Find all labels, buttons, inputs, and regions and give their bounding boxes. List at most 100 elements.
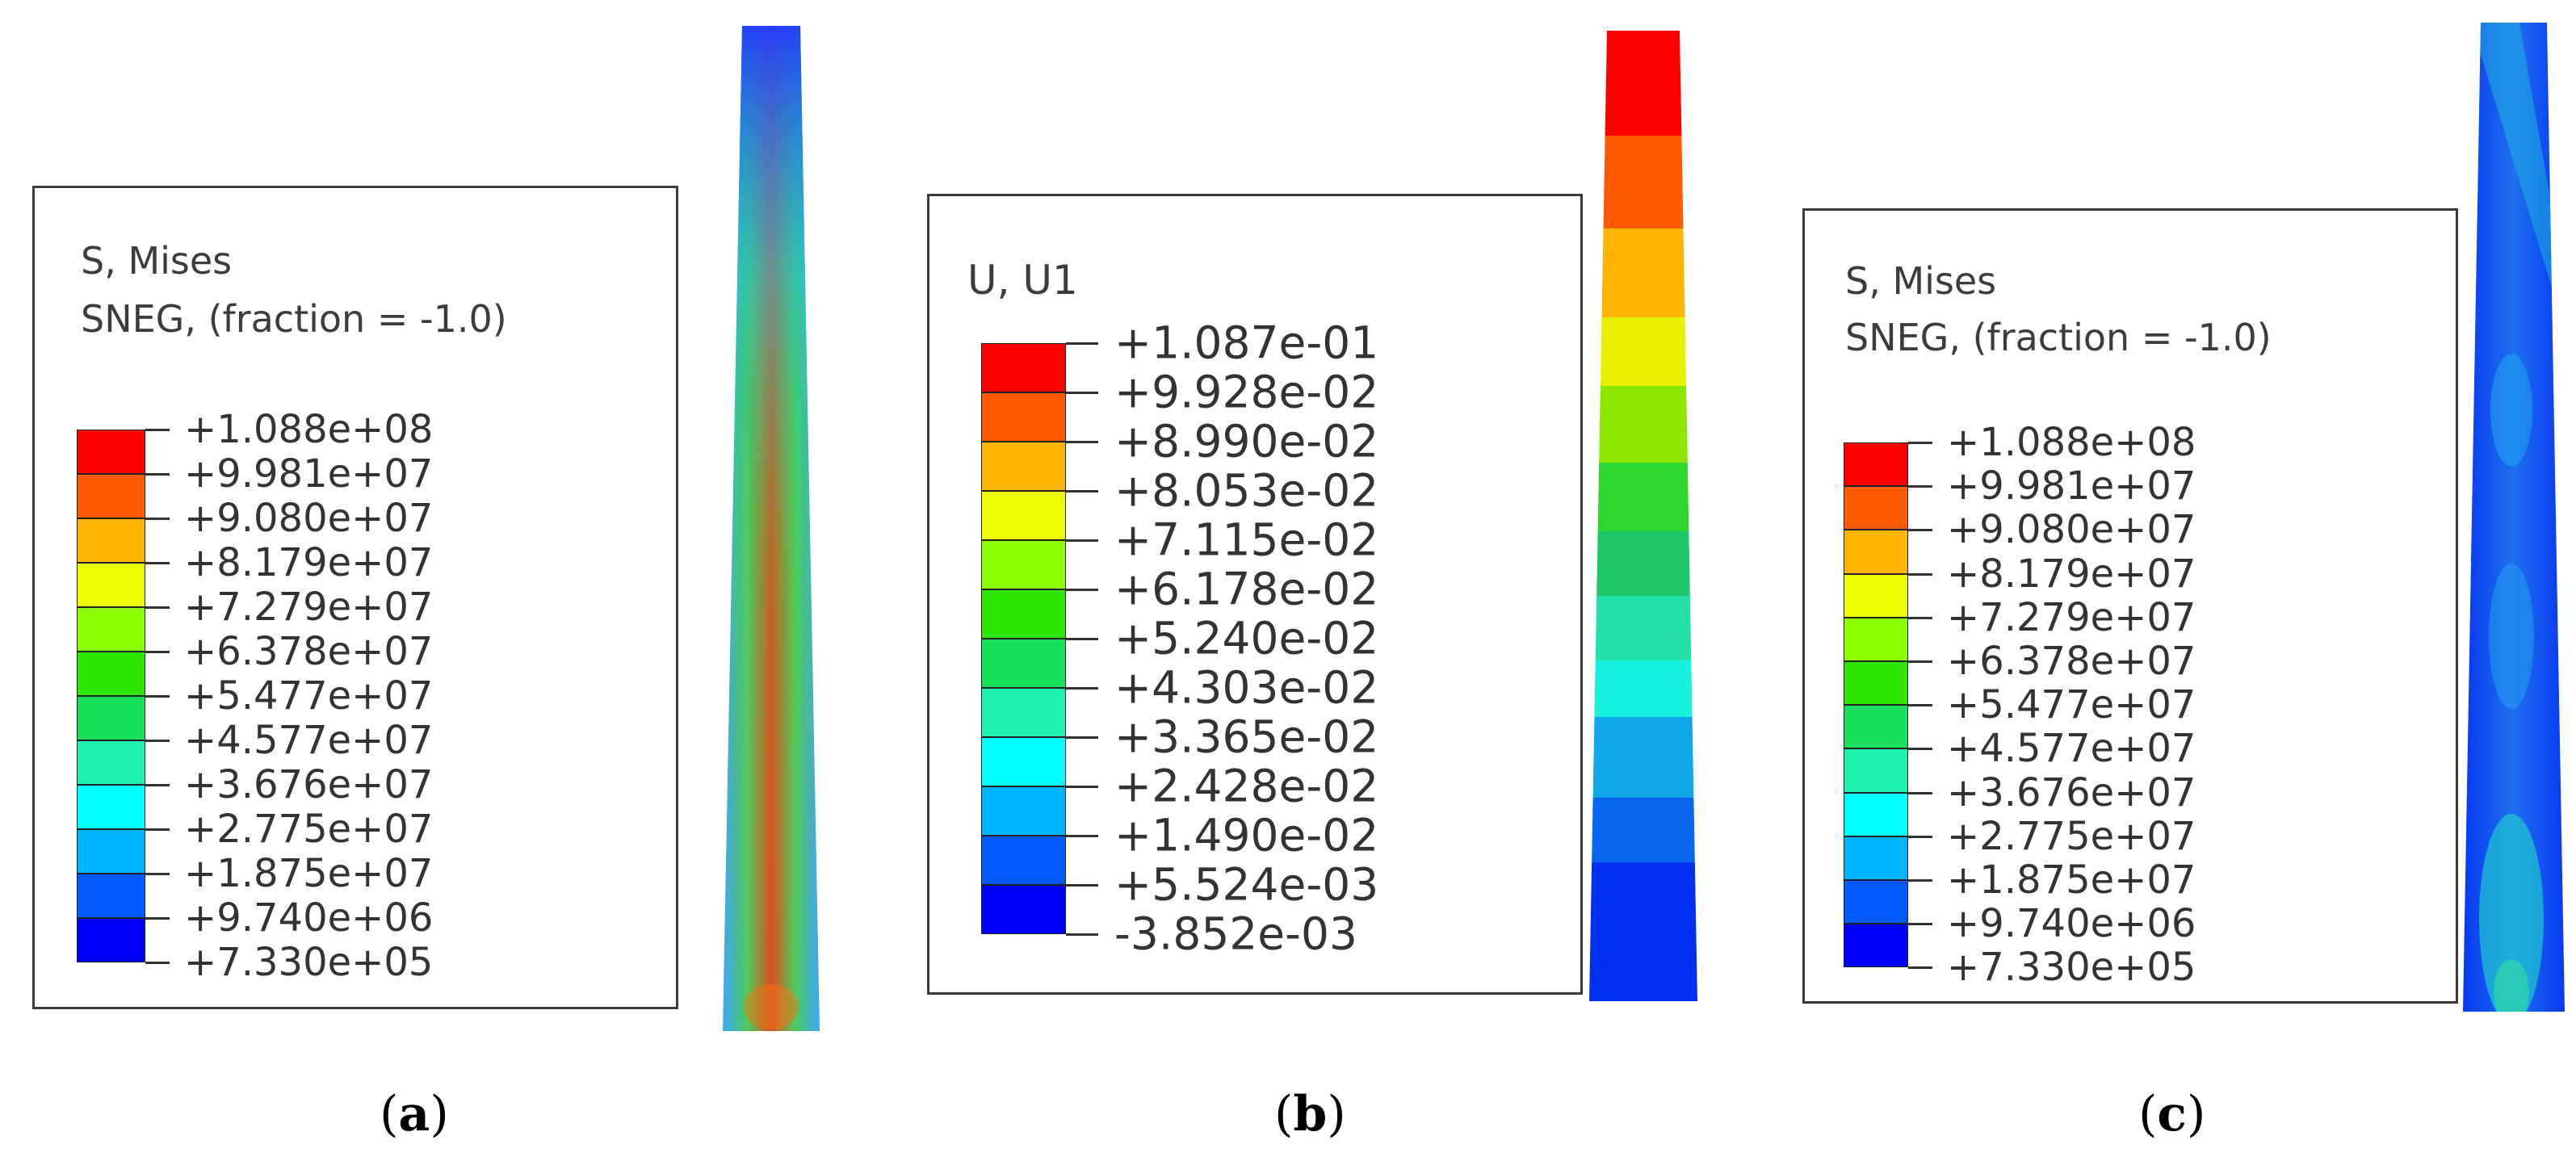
- legend-swatch: [981, 885, 1066, 934]
- legend-swatch: [1844, 573, 1908, 618]
- legend-tick: [145, 740, 170, 742]
- legend-swatch: [1844, 748, 1908, 793]
- legend-tick: [1066, 490, 1098, 493]
- legend-tick: [1908, 835, 1932, 838]
- displacement-column-b: [1589, 31, 1697, 1001]
- panel-label-a: (a): [380, 1086, 449, 1142]
- legend-swatch: [1844, 836, 1908, 880]
- legend-tick: [1066, 736, 1098, 739]
- legend-tick: [1908, 966, 1932, 970]
- legend-value: +9.981e+07: [184, 451, 434, 497]
- legend-tick: [1908, 660, 1932, 663]
- legend-swatch: [1844, 924, 1908, 968]
- legend-tick: [145, 873, 170, 875]
- legend-swatch: [1844, 486, 1908, 530]
- legend-tick: [1908, 572, 1932, 576]
- legend-tick: [1908, 791, 1932, 794]
- legend-value: +1.088e+08: [184, 407, 434, 452]
- legend-value: +7.330e+05: [184, 940, 434, 985]
- legend-tick: [1066, 687, 1098, 690]
- legend-tick: [145, 429, 170, 431]
- legend-swatch: [981, 540, 1066, 589]
- stress-column-c: [2463, 23, 2565, 1012]
- legend-value: +9.981e+07: [1947, 463, 2196, 509]
- legend-title-c: S, Mises: [1845, 259, 1997, 303]
- legend-swatch: [77, 874, 145, 918]
- legend-tick: [1066, 638, 1098, 640]
- legend-swatch: [981, 589, 1066, 639]
- legend-swatch: [77, 785, 145, 829]
- panel-label-c: (c): [2138, 1086, 2206, 1142]
- legend-value: +8.990e-02: [1114, 415, 1379, 467]
- legend-swatch: [1844, 792, 1908, 836]
- legend-tick: [145, 562, 170, 564]
- legend-swatch: [981, 836, 1066, 885]
- legend-tick: [1908, 748, 1932, 751]
- legend-tick: [1908, 616, 1932, 619]
- legend-value: +1.490e-02: [1114, 809, 1379, 861]
- legend-value: +6.178e-02: [1114, 563, 1379, 615]
- legend-swatch: [981, 786, 1066, 836]
- legend-value: +3.365e-02: [1114, 711, 1379, 763]
- legend-value: +5.240e-02: [1114, 612, 1379, 664]
- legend-swatch: [77, 474, 145, 518]
- legend-swatch: [1844, 442, 1908, 487]
- legend-tick: [145, 518, 170, 520]
- legend-value: +8.053e-02: [1114, 464, 1379, 517]
- legend-swatch: [77, 740, 145, 785]
- legend-tick: [145, 784, 170, 786]
- legend-swatch: [77, 563, 145, 607]
- legend-value: +1.088e+08: [1947, 420, 2196, 465]
- legend-value: +7.279e+07: [1947, 594, 2196, 640]
- legend-tick: [145, 606, 170, 609]
- legend-tick: [1908, 529, 1932, 532]
- legend-tick: [1066, 441, 1098, 443]
- legend-tick: [1066, 786, 1098, 788]
- legend-title-b: U, U1: [967, 257, 1078, 304]
- legend-tick: [1066, 392, 1098, 394]
- legend-tick: [1066, 589, 1098, 591]
- legend-value: +8.179e+07: [1947, 551, 2196, 597]
- legend-subtitle-c: SNEG, (fraction = -1.0): [1845, 316, 2272, 359]
- legend-value: +1.875e+07: [1947, 857, 2196, 903]
- legend-tick: [1908, 442, 1932, 444]
- legend-tick: [1908, 879, 1932, 882]
- legend-value: +9.080e+07: [1947, 507, 2196, 553]
- legend-value: +6.378e+07: [184, 629, 434, 674]
- legend-swatch: [1844, 880, 1908, 924]
- legend-swatch: [77, 696, 145, 740]
- legend-tick: [1066, 933, 1098, 936]
- legend-value: +2.775e+07: [184, 807, 434, 852]
- legend-swatch: [981, 737, 1066, 786]
- legend-tick: [145, 962, 170, 964]
- legend-swatch: [1844, 530, 1908, 574]
- legend-tick: [1066, 539, 1098, 542]
- legend-value: +4.303e-02: [1114, 661, 1379, 714]
- legend-tick: [145, 917, 170, 920]
- legend-swatch: [981, 442, 1066, 491]
- legend-swatch: [77, 652, 145, 696]
- legend-value: +2.775e+07: [1947, 813, 2196, 859]
- legend-swatch: [981, 639, 1066, 688]
- legend-value: +7.330e+05: [1947, 945, 2196, 991]
- legend-swatch: [77, 829, 145, 874]
- legend-value: +7.115e-02: [1114, 514, 1379, 566]
- legend-tick: [1908, 704, 1932, 707]
- legend-swatch: [77, 918, 145, 962]
- legend-box-c: [1802, 208, 2458, 1004]
- legend-value: +9.928e-02: [1114, 366, 1379, 418]
- legend-tick: [1908, 923, 1932, 926]
- legend-value: +9.080e+07: [184, 496, 434, 541]
- legend-swatch: [1844, 617, 1908, 661]
- stress-column-a: [723, 26, 820, 1031]
- legend-value: +3.676e+07: [184, 762, 434, 807]
- legend-tick: [145, 695, 170, 698]
- legend-swatch: [1844, 705, 1908, 749]
- legend-swatch: [981, 688, 1066, 737]
- legend-swatch: [77, 518, 145, 563]
- legend-value: +3.676e+07: [1947, 769, 2196, 815]
- legend-subtitle-a: SNEG, (fraction = -1.0): [81, 297, 507, 341]
- legend-value: +5.524e-03: [1114, 858, 1379, 911]
- legend-tick: [1066, 835, 1098, 837]
- legend-value: +4.577e+07: [1947, 726, 2196, 772]
